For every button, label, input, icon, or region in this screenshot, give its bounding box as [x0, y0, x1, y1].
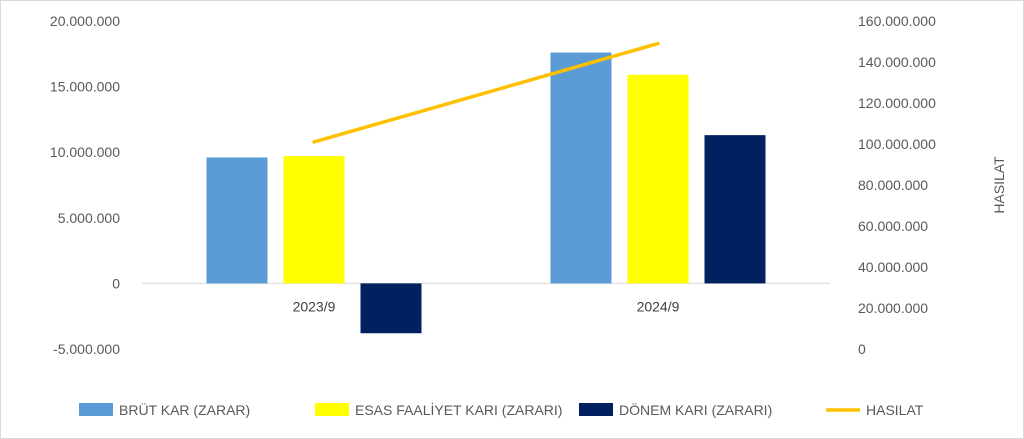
right-tick-label: 40.000.000 [858, 259, 928, 275]
right-tick-label: 60.000.000 [858, 218, 928, 234]
legend-label: DÖNEM KARI (ZARARI) [619, 401, 772, 418]
hasilat-line [312, 41, 660, 144]
right-axis-title: HASILAT [991, 156, 1007, 214]
legend-swatch [315, 403, 349, 416]
bar-3 [704, 135, 766, 284]
right-tick-label: 20.000.000 [858, 300, 928, 316]
legend-swatch [79, 403, 113, 416]
bar-3 [360, 283, 422, 334]
left-axis: 20.000.000 15.000.000 10.000.000 5.000.000 0… [50, 13, 120, 357]
left-tick-label: -5.000.000 [53, 341, 120, 357]
right-tick-label: 140.000.000 [858, 54, 936, 70]
left-tick-label: 10.000.000 [50, 144, 120, 160]
legend: BRÜT KAR (ZARAR) ESAS FAALİYET KARI (ZARA… [79, 401, 924, 418]
bar-1 [550, 52, 612, 284]
left-tick-label: 20.000.000 [50, 13, 120, 29]
right-tick-label: 80.000.000 [858, 177, 928, 193]
right-axis: 160.000.000 140.000.000 120.000.000 100.000… [858, 13, 936, 357]
bar-1 [206, 157, 268, 284]
category-label: 2023/9 [293, 298, 336, 314]
line-series [312, 41, 660, 144]
legend-label: HASILAT [866, 402, 924, 418]
bar-2 [283, 156, 345, 284]
legend-label: BRÜT KAR (ZARAR) [119, 401, 250, 418]
right-tick-label: 160.000.000 [858, 13, 936, 29]
right-tick-label: 100.000.000 [858, 136, 936, 152]
category-label: 2024/9 [637, 298, 680, 314]
bar-series [206, 52, 766, 334]
right-tick-label: 0 [858, 341, 866, 357]
left-tick-label: 15.000.000 [50, 79, 120, 95]
category-labels: 2023/9 2024/9 [293, 298, 680, 314]
legend-label: ESAS FAALİYET KARI (ZARARI) [355, 401, 562, 418]
left-tick-label: 5.000.000 [58, 210, 120, 226]
left-tick-label: 0 [112, 275, 120, 291]
legend-swatch [579, 403, 613, 416]
bar-2 [627, 74, 689, 284]
right-tick-label: 120.000.000 [858, 95, 936, 111]
